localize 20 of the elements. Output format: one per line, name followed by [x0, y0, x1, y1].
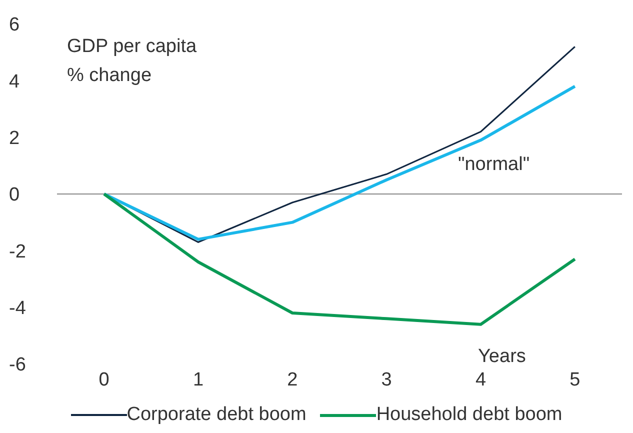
x-tick-label: 5 — [570, 369, 580, 390]
y-tick-label: 0 — [9, 184, 20, 206]
x-tick-label: 2 — [287, 369, 298, 390]
y-tick-label: -6 — [9, 354, 26, 376]
y-tick-label: 2 — [9, 128, 20, 150]
line-series — [102, 84, 576, 241]
y-tick-label: 4 — [9, 71, 20, 92]
annotation: "normal" — [458, 154, 530, 176]
y-tick-label: 6 — [9, 14, 20, 36]
y-tick-label: -4 — [9, 298, 26, 320]
x-axis-title: Years — [478, 346, 526, 368]
y-axis-title: GDP per capita % change — [67, 35, 197, 88]
x-tick-label: 4 — [475, 369, 486, 390]
x-tick-label: 3 — [381, 369, 392, 390]
x-tick-label: 1 — [192, 369, 204, 390]
y-tick-label: -2 — [9, 241, 26, 262]
x-tick-label: 0 — [98, 369, 110, 390]
line-series — [102, 192, 576, 326]
legend-label: Household debt boom — [376, 404, 562, 426]
legend-label: Corporate debt boom — [126, 404, 306, 426]
